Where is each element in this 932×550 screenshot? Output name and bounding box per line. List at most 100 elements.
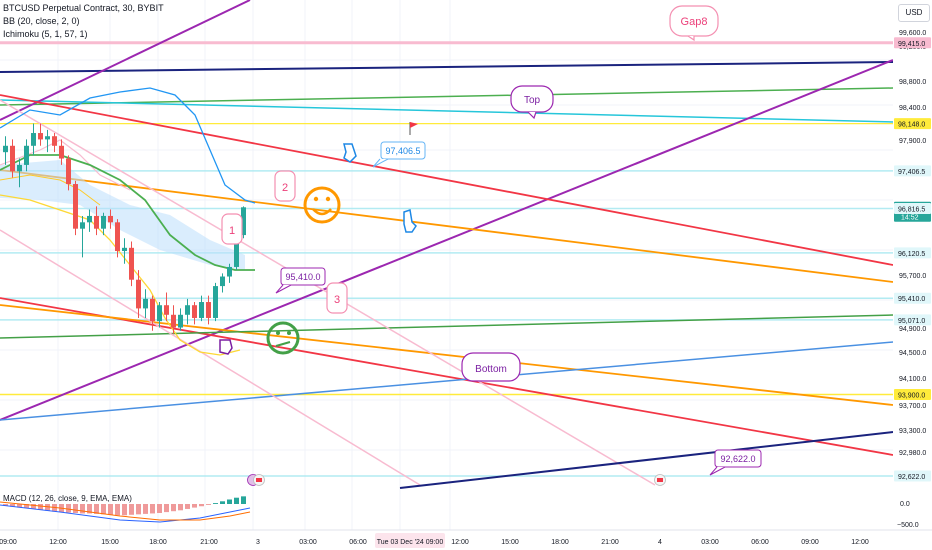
macd-bar xyxy=(101,504,106,515)
macd-bar xyxy=(94,504,99,514)
time-tick-label: 15:00 xyxy=(501,539,519,546)
candle-body xyxy=(171,314,176,328)
candle-body xyxy=(115,222,120,252)
bottom-label[interactable]: Bottom xyxy=(461,352,521,382)
time-tick-label: 21:00 xyxy=(200,539,218,546)
candle-body xyxy=(108,215,113,223)
price-label-text: 96,816.5 xyxy=(898,207,925,214)
currency-selector[interactable]: USD xyxy=(898,4,930,22)
symbol-legend[interactable]: BTCUSD Perpetual Contract, 30, BYBIT xyxy=(3,3,164,13)
trend-line xyxy=(0,297,894,456)
gap-label[interactable]: Gap8 xyxy=(669,5,719,42)
time-tick-label: 4 xyxy=(658,539,662,546)
price-label-text: 93,900.0 xyxy=(898,392,925,399)
top-label[interactable]: Top xyxy=(510,85,554,120)
callout-92622[interactable]: 92,622.0 xyxy=(709,449,762,476)
macd-bar xyxy=(66,504,71,513)
crosshair-time-label: Tue 03 Dec '24 09:00 xyxy=(377,539,444,546)
time-tick-label: 18:00 xyxy=(551,539,569,546)
annotations[interactable]: Gap8 Top Bottom 1 2 3 97,406 xyxy=(219,5,762,486)
horizontal-levels xyxy=(0,41,893,477)
time-tick-label: 09:00 xyxy=(801,539,819,546)
time-tick-label: 12:00 xyxy=(851,539,869,546)
bb-legend[interactable]: BB (20, close, 2, 0) xyxy=(3,16,80,26)
price-label-box xyxy=(894,165,931,177)
price-label-box xyxy=(894,37,931,49)
wave-label-1[interactable]: 1 xyxy=(221,213,243,245)
bb-basis-line xyxy=(0,154,255,271)
hand-thumb-icon[interactable] xyxy=(403,209,417,233)
candle-body xyxy=(185,305,190,315)
gap-label-text: Gap8 xyxy=(681,16,708,28)
bottom-label-text: Bottom xyxy=(475,364,507,375)
wave-label-3-text: 3 xyxy=(334,294,340,306)
smiley-happy-icon[interactable] xyxy=(303,186,341,224)
candle-body xyxy=(150,298,155,322)
candle-body xyxy=(213,286,218,318)
wave-label-1-text: 1 xyxy=(229,225,235,237)
price-label-box xyxy=(894,203,931,215)
flag-icon[interactable] xyxy=(409,122,418,135)
macd-bar xyxy=(185,504,190,509)
price-label-countdown: 14:52 xyxy=(901,214,919,221)
callout-97406[interactable]: 97,406.5 xyxy=(372,141,426,168)
candle-body xyxy=(45,136,50,140)
candle-body xyxy=(17,164,22,172)
event-flag-icon[interactable] xyxy=(654,474,666,486)
time-tick-label: 06:00 xyxy=(349,539,367,546)
wave-label-2[interactable]: 2 xyxy=(274,170,296,202)
macd-bar xyxy=(17,504,22,508)
candle-body xyxy=(24,145,29,165)
trend-line xyxy=(0,0,251,121)
candle-body xyxy=(178,314,183,328)
candle-body xyxy=(38,133,43,140)
candle-body xyxy=(241,207,246,236)
time-axis[interactable]: 09:00 12:00 15:00 18:00 21:00 3 03:00 06:00 09:0… xyxy=(0,529,932,548)
smiley-unhappy-icon[interactable] xyxy=(266,321,300,355)
price-tick-label: 99,600.0 xyxy=(899,30,926,37)
candle-body xyxy=(87,215,92,223)
macd-legend[interactable]: MACD (12, 26, close, 9, EMA, EMA) xyxy=(3,494,132,503)
dollar-hand-icon[interactable] xyxy=(219,339,233,355)
price-label-text: 97,406.5 xyxy=(898,169,925,176)
price-axis[interactable]: 99,600.099,200.098,800.098,400.097,900.0… xyxy=(893,0,932,530)
event-icons-macd[interactable] xyxy=(247,474,265,486)
price-label-text: 99,415.0 xyxy=(898,41,925,48)
trend-line xyxy=(0,59,894,421)
ichimoku-legend[interactable]: Ichimoku (5, 1, 57, 1) xyxy=(3,29,88,39)
price-tick-label: 93,300.0 xyxy=(899,428,926,435)
price-tick-label: 97,900.0 xyxy=(899,138,926,145)
macd-bar xyxy=(136,504,141,515)
price-tick-label: 92,980.0 xyxy=(899,450,926,457)
candle-body xyxy=(129,247,134,280)
top-label-text: Top xyxy=(524,95,541,106)
macd-bar xyxy=(213,503,218,504)
callout-95410[interactable]: 95,410.0 xyxy=(275,267,326,294)
trend-line xyxy=(0,169,894,283)
candle-body xyxy=(73,184,78,229)
wave-label-3[interactable]: 3 xyxy=(326,282,348,314)
macd-bar xyxy=(108,504,113,515)
price-axis-bg xyxy=(893,0,932,530)
macd-bar xyxy=(171,504,176,512)
price-label-text: 98,148.0 xyxy=(898,122,925,129)
candle-body xyxy=(122,247,127,252)
trend-line xyxy=(0,341,894,421)
candle-body xyxy=(164,305,169,315)
trend-line xyxy=(399,431,894,489)
ichimoku-cloud xyxy=(0,160,245,270)
trend-lines[interactable] xyxy=(0,0,894,489)
macd-bar xyxy=(3,504,8,506)
bb-upper-line xyxy=(0,87,256,204)
candle-body xyxy=(31,133,36,146)
price-label-box xyxy=(894,314,931,326)
candle-body xyxy=(59,145,64,159)
trend-line xyxy=(0,304,894,406)
price-label-box xyxy=(894,470,931,482)
trend-line xyxy=(0,314,894,339)
macd-line xyxy=(0,504,251,523)
price-tick-label: 98,400.0 xyxy=(899,105,926,112)
candle-body xyxy=(10,145,15,172)
hand-pointer-icon[interactable] xyxy=(343,143,357,163)
